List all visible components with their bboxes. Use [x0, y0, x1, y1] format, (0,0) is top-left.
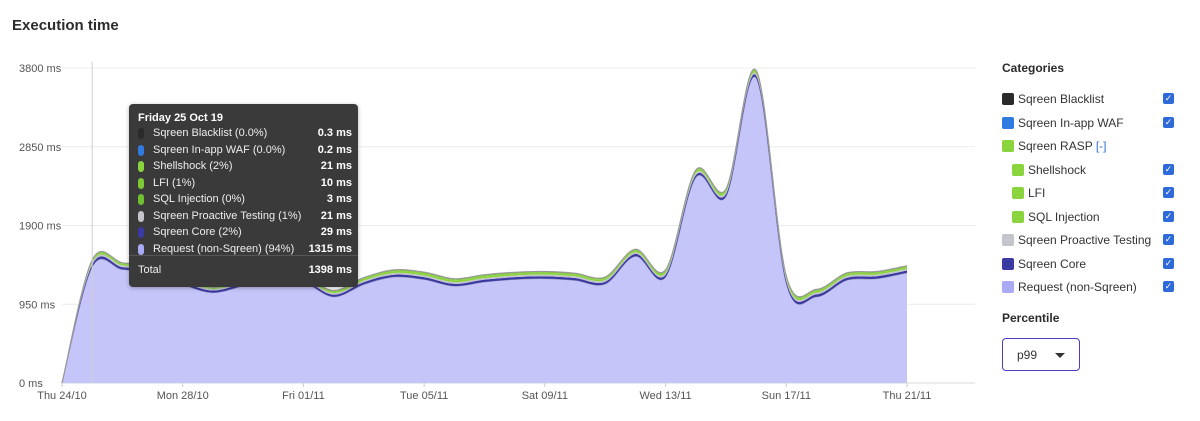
legend-label: SQL Injection [1028, 209, 1100, 224]
tooltip-total-value: 1398 ms [308, 264, 352, 276]
tooltip-row-label: Shellshock (2%) [153, 160, 233, 172]
tooltip-row: SQL Injection (0%) 3 ms [138, 192, 352, 208]
percentile-select[interactable]: p99 [1002, 338, 1080, 371]
tooltip-row-label: SQL Injection (0%) [153, 193, 245, 205]
tooltip-row-value: 21 ms [320, 160, 352, 172]
chart-title: Execution time [12, 17, 119, 34]
checkbox-checked-icon[interactable]: ✓ [1163, 281, 1174, 292]
tooltip-row-label: LFI (1%) [153, 176, 196, 189]
percentile-heading: Percentile [1002, 311, 1060, 325]
tooltip-row-label: Sqreen In-app WAF (0.0%) [153, 143, 286, 156]
legend-label: Request (non-Sqreen) [1018, 280, 1137, 294]
x-tick-label: Sun 17/11 [762, 390, 811, 402]
legend-item-sql-injection[interactable]: SQL Injection ✓ [1002, 208, 1174, 226]
percentile-selected-value: p99 [1017, 348, 1038, 362]
legend-swatch [1002, 281, 1014, 293]
x-tick-label: Wed 13/11 [639, 390, 691, 402]
tooltip-row-value: 0.3 ms [317, 127, 352, 139]
tooltip-row: Sqreen Proactive Testing (1%) 21 ms [138, 209, 352, 225]
y-tick-label: 0 ms [19, 378, 43, 390]
legend-item-sqreen-in-app-waf[interactable]: Sqreen In-app WAF ✓ [1002, 114, 1174, 132]
x-tick-label: Thu 21/11 [883, 390, 932, 402]
legend-item-shellshock[interactable]: Shellshock ✓ [1002, 161, 1174, 179]
tooltip-row: Sqreen Blacklist (0.0%) 0.3 ms [138, 126, 352, 142]
tooltip-row: LFI (1%) 10 ms [138, 176, 352, 192]
x-tick-label: Fri 01/11 [282, 390, 325, 402]
legend-label: Shellshock [1028, 162, 1087, 177]
series-swatch [138, 177, 144, 189]
legend-swatch [1002, 93, 1014, 105]
series-swatch [138, 243, 144, 255]
x-tick-label: Mon 28/10 [157, 390, 209, 402]
series-swatch [138, 144, 144, 156]
execution-time-chart: 0 ms 950 ms 1900 ms 2850 ms 3800 ms Thu 24/10… [19, 62, 975, 402]
checkbox-checked-icon[interactable]: ✓ [1163, 163, 1174, 175]
checkbox-checked-icon[interactable]: ✓ [1163, 210, 1174, 222]
legend-label: Sqreen RASP [-] [1018, 139, 1107, 153]
axes: 0 ms 950 ms 1900 ms 2850 ms 3800 ms Thu 24/10… [19, 63, 931, 402]
legend-panel: Categories Sqreen Blacklist ✓ Sqreen In-ap… [1002, 0, 1192, 421]
tooltip-row-label: Sqreen Blacklist (0.0%) [153, 127, 268, 139]
legend-item-sqreen-rasp[interactable]: Sqreen RASP [-] [1002, 137, 1174, 155]
legend-item-sqreen-blacklist[interactable]: Sqreen Blacklist ✓ [1002, 90, 1174, 108]
checkbox-checked-icon[interactable]: ✓ [1163, 187, 1174, 198]
y-tick-label: 1900 ms [19, 221, 62, 233]
tooltip-row-label: Sqreen Core (2%) [153, 226, 242, 238]
series-swatch [138, 128, 144, 139]
legend-item-lfi[interactable]: LFI ✓ [1002, 184, 1174, 202]
legend-swatch [1002, 140, 1014, 152]
tooltip-row: Shellshock (2%) 21 ms [138, 159, 352, 175]
legend-label: Sqreen Blacklist [1018, 92, 1105, 106]
legend-item-sqreen-proactive-testing[interactable]: Sqreen Proactive Testing ✓ [1002, 231, 1174, 249]
series-swatch [138, 161, 144, 172]
legend-label: Sqreen Core [1018, 256, 1087, 271]
legend-item-sqreen-core[interactable]: Sqreen Core ✓ [1002, 255, 1174, 273]
legend-swatch [1012, 210, 1024, 223]
tooltip-row-value: 29 ms [320, 226, 352, 238]
area-request-non-sqreen[interactable] [62, 76, 907, 383]
legend-swatch [1012, 187, 1024, 199]
tooltip-row-label: Request (non-Sqreen) (94%) [153, 242, 295, 255]
legend-item-request-non-sqreen[interactable]: Request (non-Sqreen) ✓ [1002, 278, 1174, 296]
x-tick-label: Thu 24/10 [37, 390, 87, 402]
tooltip-total-label: Total [138, 264, 162, 276]
tooltip-row-value: 10 ms [320, 176, 352, 189]
checkbox-checked-icon[interactable]: ✓ [1163, 234, 1174, 245]
y-tick-label: 2850 ms [19, 142, 62, 154]
caret-down-icon [1055, 353, 1065, 358]
series-swatch [138, 227, 144, 238]
collapse-toggle[interactable]: [-] [1095, 139, 1107, 153]
tooltip-row: Request (non-Sqreen) (94%) 1315 ms [138, 242, 352, 258]
legend-swatch [1002, 116, 1014, 129]
y-tick-label: 3800 ms [19, 63, 62, 75]
x-tick-label: Sat 09/11 [522, 390, 568, 402]
tooltip-separator [129, 255, 358, 256]
categories-heading: Categories [1002, 61, 1065, 75]
legend-label: LFI [1028, 186, 1046, 200]
tooltip-date: Friday 25 Oct 19 [138, 112, 223, 124]
legend-swatch [1012, 163, 1024, 176]
x-tick-label: Tue 05/11 [400, 390, 448, 402]
tooltip-row-value: 0.2 ms [317, 143, 352, 156]
series-swatch [138, 194, 144, 205]
legend-swatch [1002, 234, 1014, 246]
checkbox-checked-icon[interactable]: ✓ [1163, 93, 1174, 104]
tooltip-row-value: 1315 ms [308, 242, 352, 255]
tooltip-row-value: 3 ms [326, 193, 352, 205]
checkbox-checked-icon[interactable]: ✓ [1163, 257, 1174, 269]
legend-label: Sqreen In-app WAF [1018, 115, 1124, 130]
series-swatch [138, 210, 144, 222]
legend-label: Sqreen Proactive Testing [1018, 233, 1152, 247]
y-tick-label: 950 ms [19, 299, 56, 311]
checkbox-checked-icon[interactable]: ✓ [1163, 116, 1174, 128]
chart-tooltip: Friday 25 Oct 19 Sqreen Blacklist (0.0%)… [129, 104, 358, 287]
tooltip-row: Sqreen In-app WAF (0.0%) 0.2 ms [138, 143, 352, 159]
tooltip-row-value: 21 ms [320, 209, 352, 222]
legend-swatch [1002, 257, 1014, 270]
tooltip-row: Sqreen Core (2%) 29 ms [138, 225, 352, 241]
tooltip-row-label: Sqreen Proactive Testing (1%) [153, 209, 302, 222]
